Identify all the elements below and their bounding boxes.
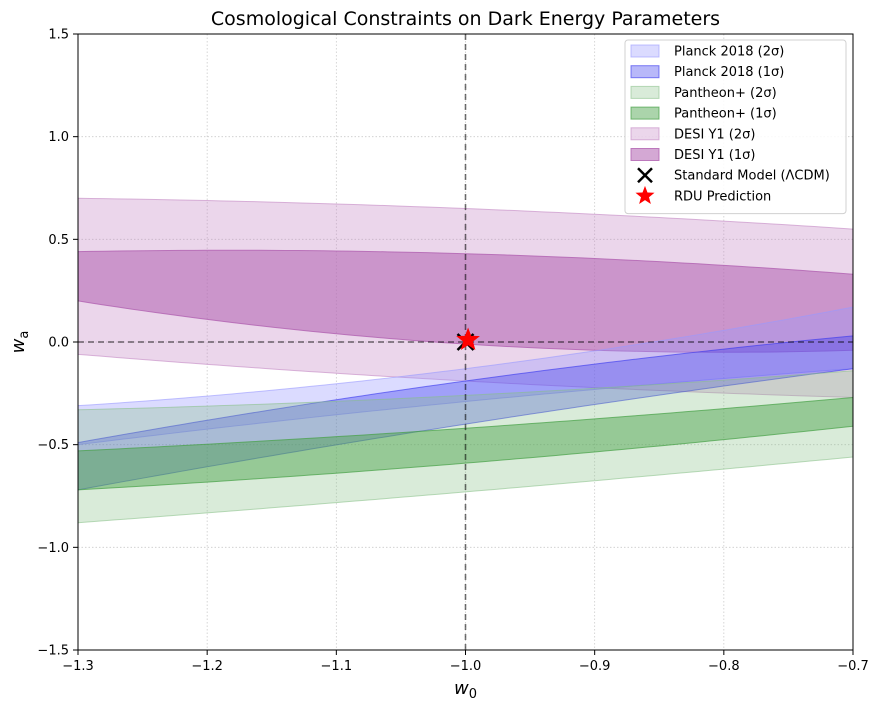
legend-item-rdu-prediction: RDU Prediction xyxy=(635,185,771,204)
x-tick-label: −0.7 xyxy=(837,659,869,674)
legend-item-pantheon-1: Pantheon+ (1σ) xyxy=(630,106,777,122)
y-axis-ticks: −1.5 −1.0 −0.5 0.0 0.5 1.0 1.5 xyxy=(37,28,78,659)
y-axis-label: wa xyxy=(8,331,32,354)
legend-label: Planck 2018 (2σ) xyxy=(674,45,784,60)
x-tick-label: −0.8 xyxy=(708,659,740,674)
legend-item-pantheon-2: Pantheon+ (2σ) xyxy=(630,85,777,101)
y-tick-label: −1.0 xyxy=(37,541,69,556)
chart-title: Cosmological Constraints on Dark Energy … xyxy=(211,8,720,30)
legend-label: Pantheon+ (1σ) xyxy=(674,107,777,122)
y-tick-label: 1.5 xyxy=(48,28,69,43)
model-points xyxy=(456,327,480,351)
legend-x-marker xyxy=(637,167,653,184)
region-pantheon-1 xyxy=(78,396,853,491)
y-tick-label: −1.5 xyxy=(37,644,69,659)
legend-label: Standard Model (ΛCDM) xyxy=(674,169,830,184)
reference-lines xyxy=(78,34,853,650)
legend-swatch xyxy=(630,106,660,120)
legend-label: Pantheon+ (2σ) xyxy=(674,86,777,101)
y-tick-label: −0.5 xyxy=(37,438,69,453)
region-planck-2018-1 xyxy=(78,335,853,491)
legend-item-desi-y1-1: DESI Y1 (1σ) xyxy=(630,148,755,163)
legend-label: Planck 2018 (1σ) xyxy=(674,65,784,80)
legend-swatch xyxy=(630,85,660,99)
x-axis-ticks: −1.3 −1.2 −1.1 −1.0 −0.9 −0.8 −0.7 xyxy=(62,650,869,674)
x-tick-label: −1.3 xyxy=(62,659,94,674)
legend: Planck 2018 (2σ) Planck 2018 (1σ) Pantheon… xyxy=(624,39,847,215)
legend-swatch xyxy=(630,65,660,79)
legend-item-planck-2018-1: Planck 2018 (1σ) xyxy=(630,65,784,80)
x-tick-label: −1.1 xyxy=(321,659,353,674)
legend-swatch xyxy=(630,44,660,58)
legend-label: DESI Y1 (1σ) xyxy=(674,148,755,163)
legend-swatch xyxy=(630,148,660,161)
legend-swatch xyxy=(630,127,660,141)
legend-box xyxy=(624,39,847,215)
x-tick-label: −1.2 xyxy=(191,659,223,674)
y-tick-label: 0.5 xyxy=(48,233,69,248)
y-tick-label: 1.0 xyxy=(48,130,69,145)
legend-item-planck-2018-2: Planck 2018 (2σ) xyxy=(630,44,784,60)
legend-star-marker xyxy=(635,185,655,204)
legend-label: RDU Prediction xyxy=(674,189,771,204)
legend-label: DESI Y1 (2σ) xyxy=(674,127,755,142)
point-rdu-prediction xyxy=(456,327,480,351)
x-tick-label: −0.9 xyxy=(579,659,611,674)
y-tick-label: 0.0 xyxy=(48,336,69,351)
x-tick-label: −1.0 xyxy=(450,659,482,674)
legend-item-standard-model-cdm: Standard Model (ΛCDM) xyxy=(637,167,830,184)
region-desi-y1-1 xyxy=(78,249,853,353)
x-axis-label: w0 xyxy=(454,678,477,702)
legend-item-desi-y1-2: DESI Y1 (2σ) xyxy=(630,127,755,142)
